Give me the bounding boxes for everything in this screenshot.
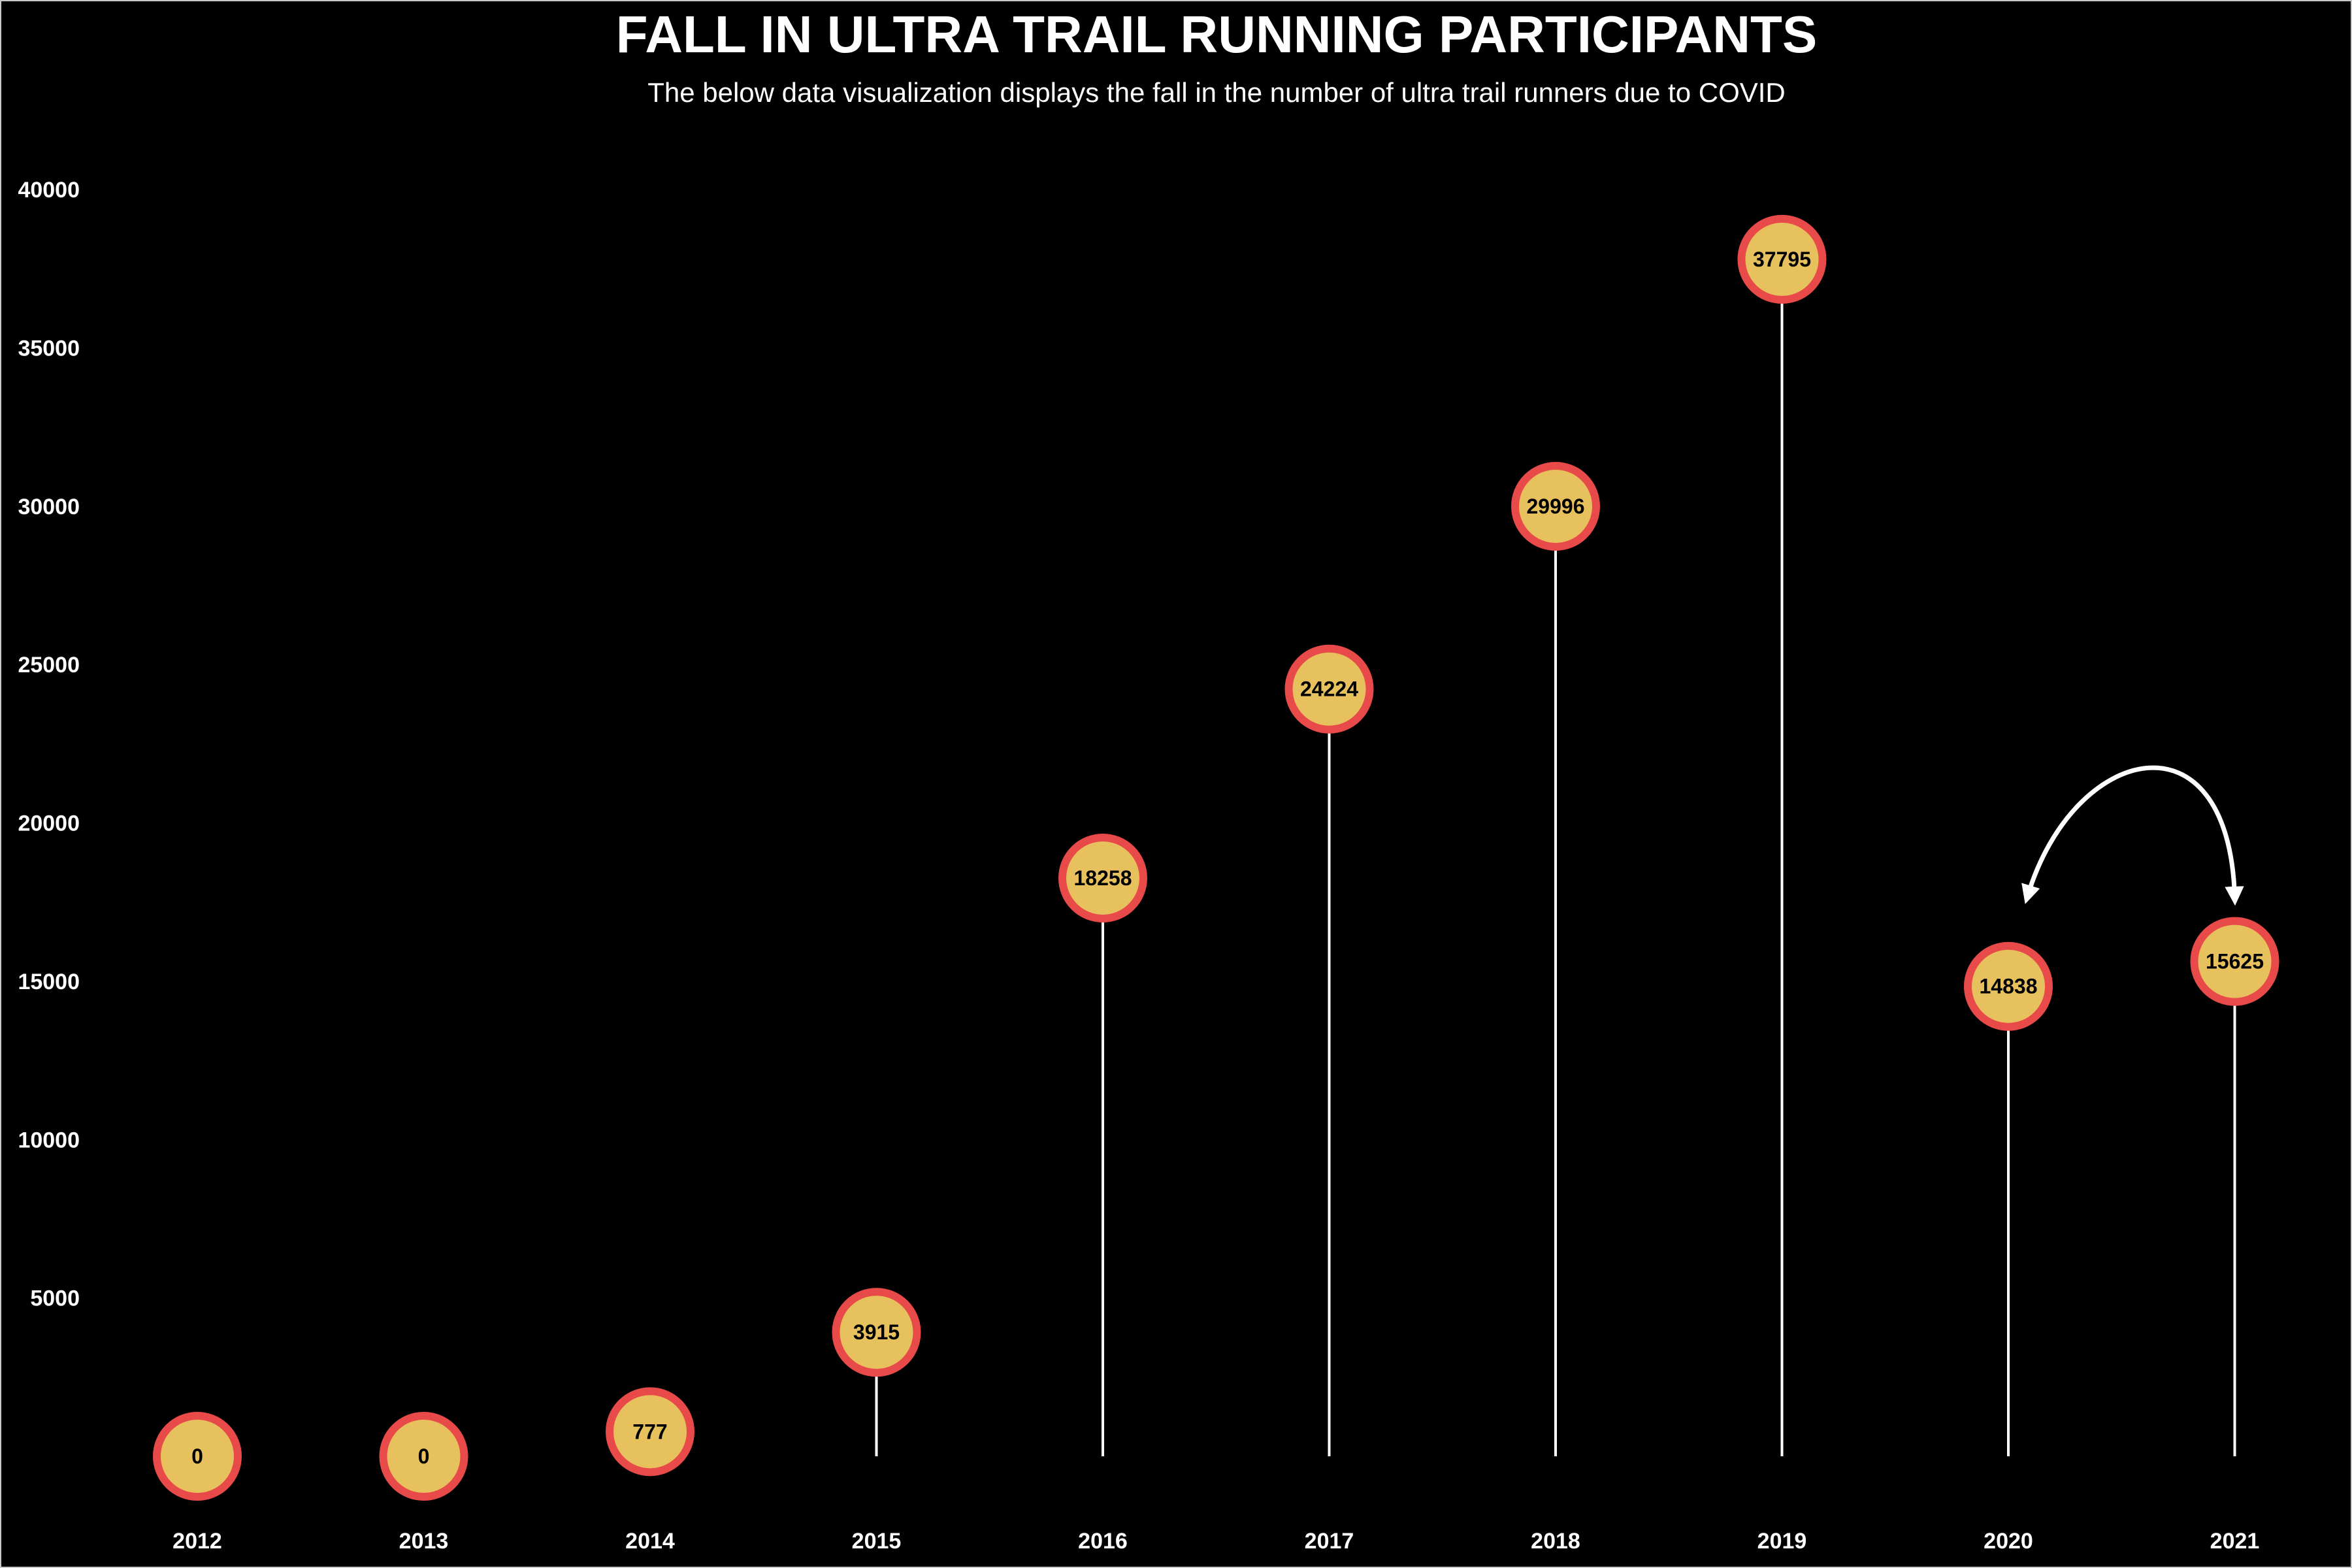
lollipop-stems [649,259,2236,1456]
x-tick-label: 2014 [625,1529,675,1554]
x-tick-label: 2018 [1531,1529,1580,1554]
chart-title: FALL IN ULTRA TRAIL RUNNING PARTICIPANTS [616,5,1817,63]
data-label: 29996 [1527,495,1585,518]
y-tick-label: 25000 [18,653,80,678]
chart-subtitle: The below data visualization displays th… [647,77,1786,108]
x-tick-label: 2013 [399,1529,449,1554]
lollipop-markers [153,214,2279,1501]
double-arrow-annotation [2021,765,2244,906]
lollipop-marker [1737,214,1827,304]
lollipop-marker [379,1412,468,1501]
lollipop-marker [1511,461,1600,551]
lollipop-marker [832,1288,921,1377]
y-tick-label: 10000 [18,1128,80,1152]
x-tick-label: 2021 [2210,1529,2260,1554]
y-tick-label: 5000 [30,1286,80,1311]
data-label: 37795 [1753,248,1811,271]
x-tick-label: 2012 [172,1529,222,1554]
data-label: 14838 [1980,975,2038,998]
lollipop-marker [1964,941,2053,1031]
data-labels: 0 0 777 3915 18258 24224 29996 37795 14838 15625 [191,248,2264,1468]
data-label: 777 [632,1420,667,1443]
x-tick-label: 2015 [852,1529,902,1554]
lollipop-marker [606,1387,694,1477]
data-label: 0 [191,1445,203,1468]
x-axis: 2012 2013 2014 2015 2016 2017 2018 2019 2020 2021 [172,1529,2259,1554]
data-label: 0 [418,1445,430,1468]
y-tick-label: 40000 [18,178,80,203]
x-tick-label: 2016 [1078,1529,1128,1554]
y-axis: 5000 10000 15000 20000 25000 30000 35000 40000 [18,178,80,1311]
data-label: 3915 [853,1320,900,1344]
x-tick-label: 2017 [1305,1529,1354,1554]
lollipop-marker [153,1412,242,1501]
lollipop-marker [1284,644,1374,734]
lollipop-marker [1058,833,1147,923]
covid-annotation [2021,765,2244,906]
data-label: 15625 [2206,950,2264,973]
y-tick-label: 20000 [18,811,80,836]
y-tick-label: 15000 [18,970,80,994]
y-tick-label: 30000 [18,495,80,519]
lollipop-marker [2190,917,2279,1006]
x-tick-label: 2019 [1757,1529,1807,1554]
data-label: 24224 [1300,678,1358,701]
y-tick-label: 35000 [18,336,80,361]
x-tick-label: 2020 [1984,1529,2033,1554]
data-label: 18258 [1074,866,1132,890]
